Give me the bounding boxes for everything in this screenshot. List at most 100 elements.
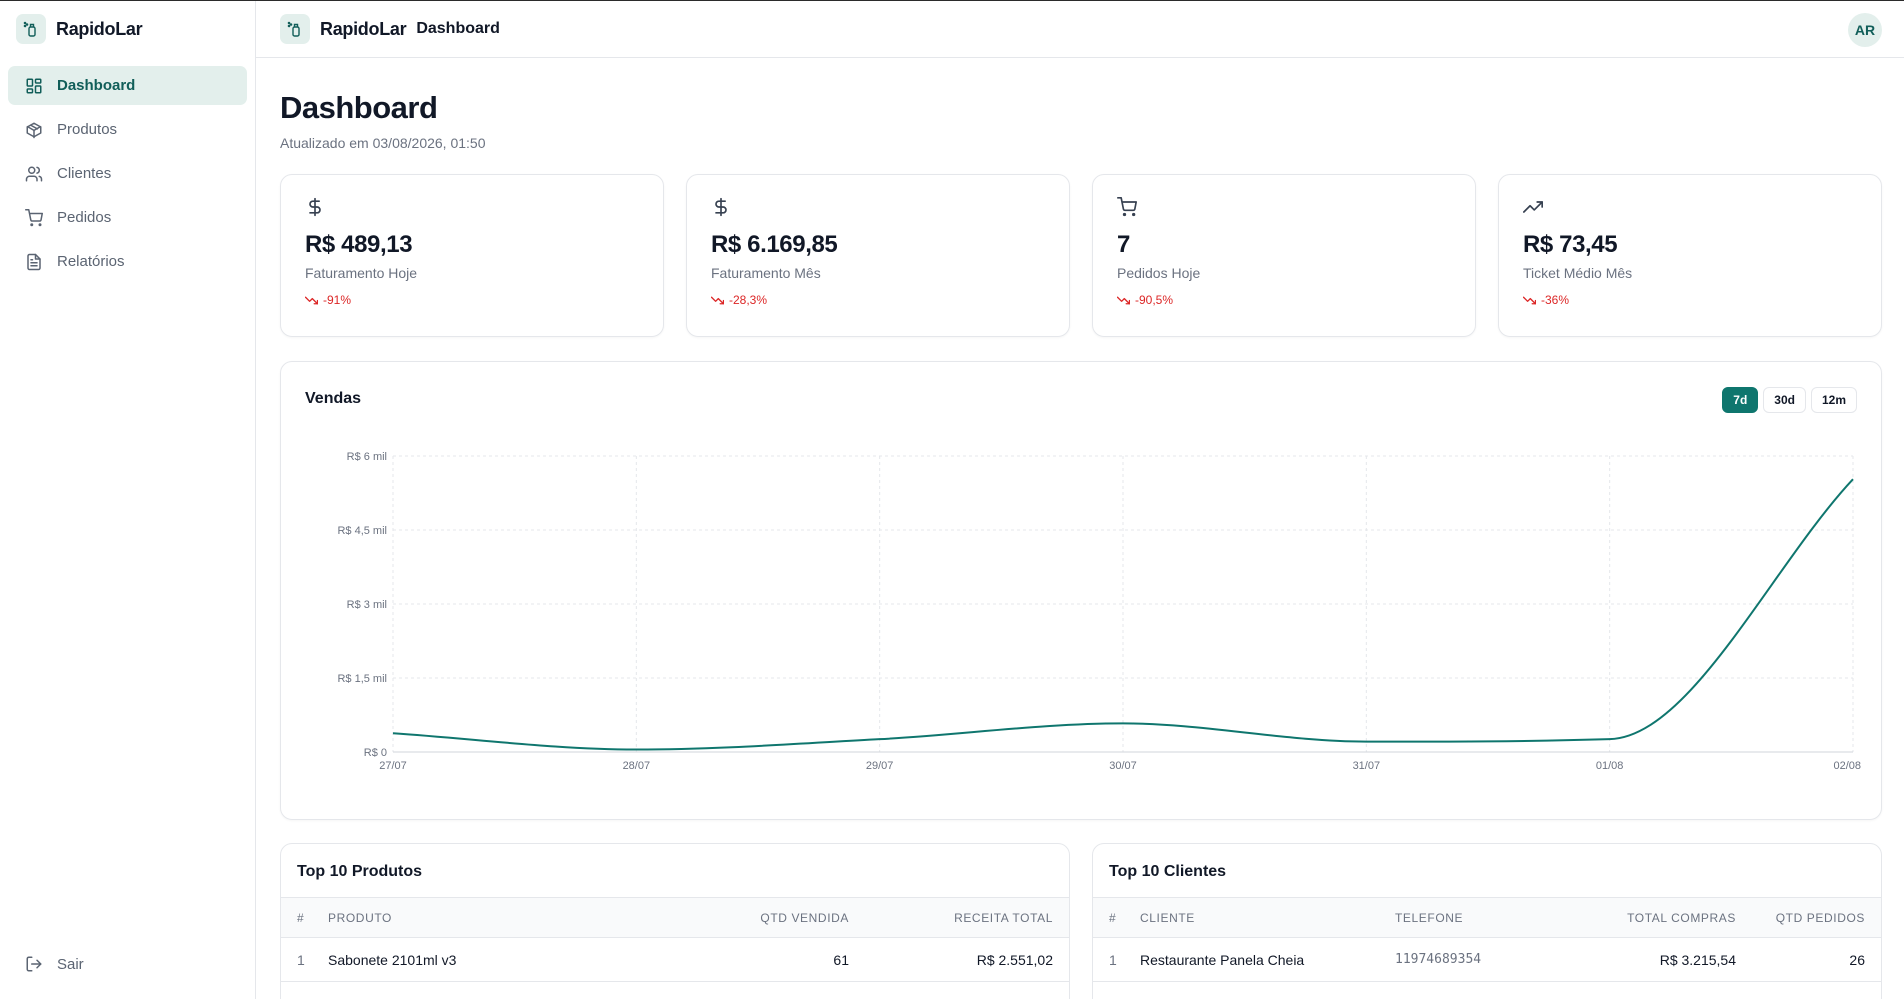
x-tick-label: 30/07 <box>1109 760 1137 772</box>
brand-logo-icon <box>16 14 46 44</box>
x-tick-label: 31/07 <box>1353 760 1381 772</box>
kpi-trend: -28,3% <box>711 293 1045 307</box>
client-name-cell: Restaurante Panela Cheia <box>1140 937 1395 982</box>
range-selector: 7d 30d 12m <box>1722 387 1857 413</box>
x-tick-label: 29/07 <box>866 760 894 772</box>
brand-name: RapidoLar <box>56 18 143 39</box>
kpi-trend-value: -90,5% <box>1135 293 1174 307</box>
kpi-card-faturamento-mes: R$ 6.169,85 Faturamento Mês -28,3% <box>686 174 1070 337</box>
cart-icon <box>1117 197 1451 219</box>
dollar-icon <box>711 197 1045 219</box>
kpi-trend: -91% <box>305 293 639 307</box>
trending-down-icon <box>711 296 724 304</box>
table-row[interactable]: 1 Sabonete 2101ml v3 61 R$ 2.551,02 <box>281 937 1069 982</box>
column-header: QTD VENDIDA <box>669 897 849 938</box>
dollar-icon <box>305 197 639 219</box>
sidebar-item-pedidos[interactable]: Pedidos <box>8 198 247 237</box>
kpi-trend-value: -91% <box>323 293 352 307</box>
sales-line-chart: R$ 0 R$ 1,5 mil R$ 3 mil R$ 4,5 mil R$ 6 mil… <box>337 451 1861 772</box>
sidebar-item-label: Clientes <box>57 165 112 182</box>
kpi-trend: -36% <box>1523 293 1857 307</box>
y-tick-label: R$ 4,5 mil <box>337 525 387 537</box>
sidebar-item-label: Pedidos <box>57 209 112 226</box>
cart-icon <box>25 208 43 226</box>
chart-title: Vendas <box>305 390 362 407</box>
total-purchases-cell: R$ 3.215,54 <box>1556 937 1736 982</box>
y-tick-label: R$ 1,5 mil <box>337 673 387 685</box>
trending-down-icon <box>1523 296 1536 304</box>
kpi-label: Faturamento Hoje <box>305 265 418 281</box>
page-title: Dashboard <box>280 90 438 125</box>
trending-up-icon <box>1523 197 1857 219</box>
order-count-cell: 26 <box>1736 937 1881 982</box>
table-row[interactable]: 1 Restaurante Panela Cheia 11974689354 R… <box>1093 937 1881 982</box>
kpi-label: Ticket Médio Mês <box>1523 265 1633 281</box>
avatar[interactable]: AR <box>1848 13 1882 47</box>
sidebar-item-produtos[interactable]: Produtos <box>8 110 247 149</box>
y-tick-label: R$ 6 mil <box>347 451 387 463</box>
header-brand-name[interactable]: RapidoLar <box>320 18 407 39</box>
kpi-label: Pedidos Hoje <box>1117 265 1201 281</box>
range-30d-button[interactable]: 30d <box>1763 387 1806 413</box>
logout-label: Sair <box>57 955 84 973</box>
kpi-card-ticket-medio: R$ 73,45 Ticket Médio Mês -36% <box>1498 174 1882 337</box>
y-tick-label: R$ 0 <box>364 747 387 759</box>
top-products-table: # PRODUTO QTD VENDIDA RECEITA TOTAL 1 Sa… <box>281 897 1069 982</box>
column-header: CLIENTE <box>1140 897 1395 938</box>
trending-down-icon <box>1117 296 1130 304</box>
logout-button[interactable]: Sair <box>8 944 247 984</box>
logout-icon <box>26 956 42 972</box>
kpi-label: Faturamento Mês <box>711 265 821 281</box>
x-tick-label: 28/07 <box>623 760 651 772</box>
sidebar-item-label: Relatórios <box>57 253 125 270</box>
users-icon <box>25 166 43 181</box>
column-header: TOTAL COMPRAS <box>1556 897 1736 938</box>
table-header-row: # CLIENTE TELEFONE TOTAL COMPRAS QTD PED… <box>1093 897 1881 938</box>
kpi-value: 7 <box>1117 231 1130 258</box>
top-clients-title: Top 10 Clientes <box>1109 863 1227 880</box>
column-header: TELEFONE <box>1395 897 1556 938</box>
top-clients-card: Top 10 Clientes # CLIENTE TELEFONE TOTAL… <box>1092 843 1882 999</box>
y-tick-label: R$ 3 mil <box>347 599 387 611</box>
last-updated: Atualizado em 03/08/2026, 01:50 <box>280 135 486 151</box>
kpi-trend-value: -28,3% <box>729 293 768 307</box>
top-products-card: Top 10 Produtos # PRODUTO QTD VENDIDA RE… <box>280 843 1070 999</box>
revenue-cell: R$ 2.551,02 <box>849 937 1069 982</box>
sidebar-item-label: Dashboard <box>57 77 136 94</box>
kpi-value: R$ 73,45 <box>1523 231 1618 258</box>
column-header: # <box>281 897 328 938</box>
kpi-card-faturamento-hoje: R$ 489,13 Faturamento Hoje -91% <box>280 174 664 337</box>
kpi-trend-value: -36% <box>1541 293 1570 307</box>
main-content: Dashboard Atualizado em 03/08/2026, 01:5… <box>280 58 1882 999</box>
sidebar-item-clientes[interactable]: Clientes <box>8 154 247 193</box>
column-header: # <box>1093 897 1140 938</box>
top-tables: Top 10 Produtos # PRODUTO QTD VENDIDA RE… <box>280 843 1882 999</box>
kpi-row: R$ 489,13 Faturamento Hoje -91% R$ 6.169… <box>280 174 1882 337</box>
range-12m-button[interactable]: 12m <box>1810 387 1857 413</box>
breadcrumb: Dashboard <box>416 20 500 37</box>
top-clients-table: # CLIENTE TELEFONE TOTAL COMPRAS QTD PED… <box>1093 897 1881 982</box>
top-products-title: Top 10 Produtos <box>297 863 423 880</box>
x-tick-label: 02/08 <box>1833 760 1861 772</box>
quantity-cell: 61 <box>669 937 849 982</box>
sidebar-item-dashboard[interactable]: Dashboard <box>8 66 247 105</box>
grid-icon <box>26 78 42 93</box>
sidebar-item-label: Produtos <box>57 121 118 138</box>
kpi-value: R$ 6.169,85 <box>711 231 838 258</box>
phone-cell: 11974689354 <box>1395 937 1556 982</box>
product-name-cell: Sabonete 2101ml v3 <box>328 937 669 982</box>
sidebar-brand[interactable]: RapidoLar <box>0 1 255 57</box>
sidebar-nav: Dashboard Produtos Clientes Pedidos Rela… <box>0 66 255 281</box>
rank-cell: 1 <box>281 937 328 982</box>
x-tick-label: 27/07 <box>379 760 407 772</box>
top-bar: RapidoLar Dashboard AR <box>256 1 1904 58</box>
range-7d-button[interactable]: 7d <box>1722 387 1759 413</box>
sales-series-line <box>392 478 1854 751</box>
rank-cell: 1 <box>1093 937 1140 982</box>
file-text-icon <box>27 253 41 270</box>
sales-chart-card: Vendas 7d 30d 12m R$ 0 R$ 1,5 mil R$ 3 mil… <box>280 361 1882 820</box>
sidebar-item-relatorios[interactable]: Relatórios <box>8 242 247 281</box>
x-tick-label: 01/08 <box>1596 760 1624 772</box>
column-header: RECEITA TOTAL <box>849 897 1069 938</box>
kpi-value: R$ 489,13 <box>305 231 413 258</box>
